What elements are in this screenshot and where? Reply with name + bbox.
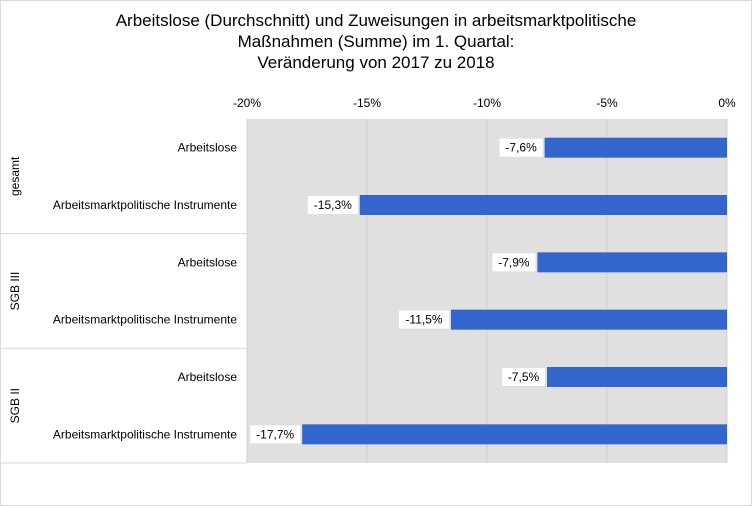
x-tick-label: -20% bbox=[233, 96, 261, 110]
data-label: -7,6% bbox=[505, 141, 537, 155]
x-tick-label: -5% bbox=[596, 96, 618, 110]
data-label-box bbox=[250, 425, 301, 444]
data-label: -7,9% bbox=[498, 255, 530, 269]
group-label: SGB II bbox=[8, 388, 22, 423]
chart-title-line-3: Veränderung von 2017 zu 2018 bbox=[257, 53, 495, 72]
bar bbox=[451, 309, 727, 330]
x-tick-label: 0% bbox=[718, 96, 736, 110]
chart-title-line-2: Maßnahmen (Summe) im 1. Quartal: bbox=[237, 32, 515, 51]
data-label-box bbox=[307, 196, 358, 214]
category-label: Arbeitslose bbox=[178, 370, 238, 384]
data-label-box bbox=[399, 310, 449, 329]
data-label: -7,5% bbox=[508, 370, 540, 384]
group-label: gesamt bbox=[8, 156, 22, 196]
category-label: Arbeitslose bbox=[178, 141, 238, 155]
x-tick-label: -15% bbox=[353, 96, 381, 110]
bar bbox=[302, 424, 727, 445]
bar bbox=[547, 367, 727, 387]
chart-title: Arbeitslose (Durchschnitt) und Zuweisung… bbox=[0, 10, 752, 73]
category-label: Arbeitsmarktpolitische Instrumente bbox=[53, 427, 237, 441]
bar bbox=[359, 195, 727, 215]
bar bbox=[544, 137, 727, 158]
data-label: -15,3% bbox=[314, 198, 352, 212]
data-label: -11,5% bbox=[405, 313, 442, 327]
category-label: Arbeitslose bbox=[178, 255, 238, 269]
data-label-box bbox=[492, 253, 536, 272]
data-label: -17,7% bbox=[256, 427, 294, 441]
group-label: SGB III bbox=[8, 272, 22, 311]
data-label-box bbox=[502, 368, 545, 386]
chart-title-line-1: Arbeitslose (Durchschnitt) und Zuweisung… bbox=[115, 11, 637, 30]
category-label: Arbeitsmarktpolitische Instrumente bbox=[53, 313, 237, 327]
x-tick-label: -10% bbox=[473, 96, 501, 110]
bar bbox=[537, 252, 727, 273]
data-label-box bbox=[499, 138, 543, 157]
category-label: Arbeitsmarktpolitische Instrumente bbox=[53, 198, 237, 212]
